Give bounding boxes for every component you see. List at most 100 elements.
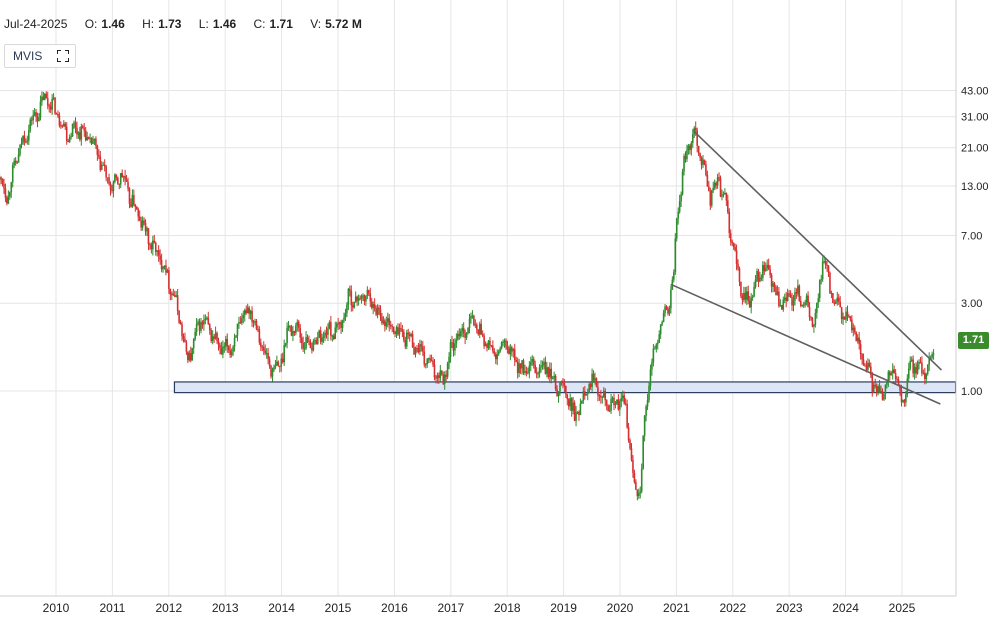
- candle-body: [560, 381, 563, 383]
- candle-body: [846, 311, 849, 316]
- candle-body: [258, 329, 261, 343]
- candle-body: [582, 391, 585, 401]
- candle-body: [311, 347, 313, 351]
- candle-body: [795, 292, 798, 294]
- candle-body: [115, 174, 118, 178]
- candle-body: [262, 347, 265, 351]
- candle-body: [506, 346, 509, 349]
- candle-body: [929, 357, 932, 359]
- candle-body: [454, 343, 456, 351]
- fullscreen-icon[interactable]: [57, 50, 69, 62]
- candle-body: [476, 324, 478, 330]
- candle-body: [675, 218, 678, 239]
- candle-body: [188, 353, 191, 361]
- candle-body: [321, 338, 323, 342]
- candle-body: [611, 397, 614, 400]
- candle-body: [238, 322, 240, 324]
- candle-body: [493, 351, 496, 355]
- candle-body: [694, 127, 697, 131]
- candle-body: [646, 400, 649, 407]
- candle-body: [740, 281, 742, 297]
- candle-body: [162, 267, 164, 270]
- candle-body: [185, 342, 188, 352]
- candle-body: [1, 178, 4, 184]
- candle-body: [230, 351, 233, 356]
- candle-body: [814, 312, 817, 325]
- candle-body: [413, 347, 415, 355]
- candle-body: [445, 374, 447, 377]
- candle-body: [572, 402, 574, 411]
- candle-body: [751, 296, 754, 298]
- candle-body: [856, 337, 859, 342]
- candle-body: [633, 472, 636, 483]
- candle-body: [473, 315, 475, 326]
- candle-body: [156, 250, 159, 252]
- candle-body: [508, 348, 510, 355]
- candle-body: [766, 264, 769, 268]
- candle-body: [842, 316, 844, 320]
- candle-body: [163, 265, 166, 268]
- candle-body: [232, 346, 234, 352]
- candle-body: [677, 211, 679, 219]
- candle-body: [637, 492, 640, 496]
- candle-body: [368, 289, 370, 294]
- candle-body: [480, 323, 482, 335]
- candle-body: [184, 338, 186, 343]
- candle-body: [807, 295, 809, 308]
- candle-body: [417, 348, 420, 353]
- candle-body: [483, 335, 485, 347]
- candle-body: [306, 337, 309, 341]
- candle-body: [435, 377, 437, 379]
- candle-body: [173, 295, 176, 297]
- candle-body: [639, 491, 642, 493]
- candle-body: [745, 291, 748, 300]
- candle-body: [614, 403, 617, 405]
- candle-body: [394, 331, 396, 334]
- candle-body: [534, 364, 536, 373]
- candle-body: [241, 318, 243, 324]
- candle-body: [932, 353, 935, 355]
- candle-body: [681, 171, 684, 195]
- candle-body: [426, 358, 428, 365]
- candle-body: [57, 113, 59, 116]
- candle-body: [16, 162, 18, 164]
- candle-body: [710, 190, 713, 206]
- candle-body: [283, 345, 285, 363]
- candle-body: [918, 362, 920, 365]
- candle-body: [299, 327, 302, 338]
- candle-body: [586, 393, 589, 395]
- trendline-lower: [670, 283, 941, 405]
- candle-body: [271, 370, 274, 377]
- candle-body: [365, 295, 367, 302]
- candle-body: [496, 354, 499, 360]
- high-label: H:: [142, 17, 155, 31]
- candle-body: [13, 160, 15, 165]
- candle-body: [643, 415, 646, 436]
- candle-body: [731, 241, 733, 244]
- candle-body: [249, 310, 252, 314]
- candle-body: [494, 354, 497, 360]
- candle-body: [891, 369, 894, 374]
- symbol-selector[interactable]: MVIS: [4, 44, 76, 68]
- candle-body: [208, 324, 211, 331]
- candle-body: [617, 399, 620, 410]
- ohlc-readout: Jul-24-2025 O: 1.46 H: 1.73 L: 1.46 C: 1.71 …: [4, 17, 376, 31]
- candle-body: [470, 316, 472, 319]
- close-label: C:: [253, 17, 266, 31]
- candle-body: [337, 323, 339, 325]
- candle-body: [489, 340, 491, 345]
- candle-body: [689, 145, 691, 150]
- candle-body: [905, 394, 907, 403]
- candle-body: [455, 339, 458, 344]
- candle-body: [613, 397, 615, 405]
- candle-body: [826, 264, 828, 266]
- candle-body: [118, 183, 121, 185]
- candle-body: [875, 386, 878, 393]
- candle-body: [35, 112, 37, 118]
- candle-body: [683, 155, 685, 172]
- candle-body: [400, 327, 402, 330]
- candle-body: [84, 130, 87, 141]
- candle-body: [191, 348, 194, 361]
- candle-body: [318, 330, 320, 338]
